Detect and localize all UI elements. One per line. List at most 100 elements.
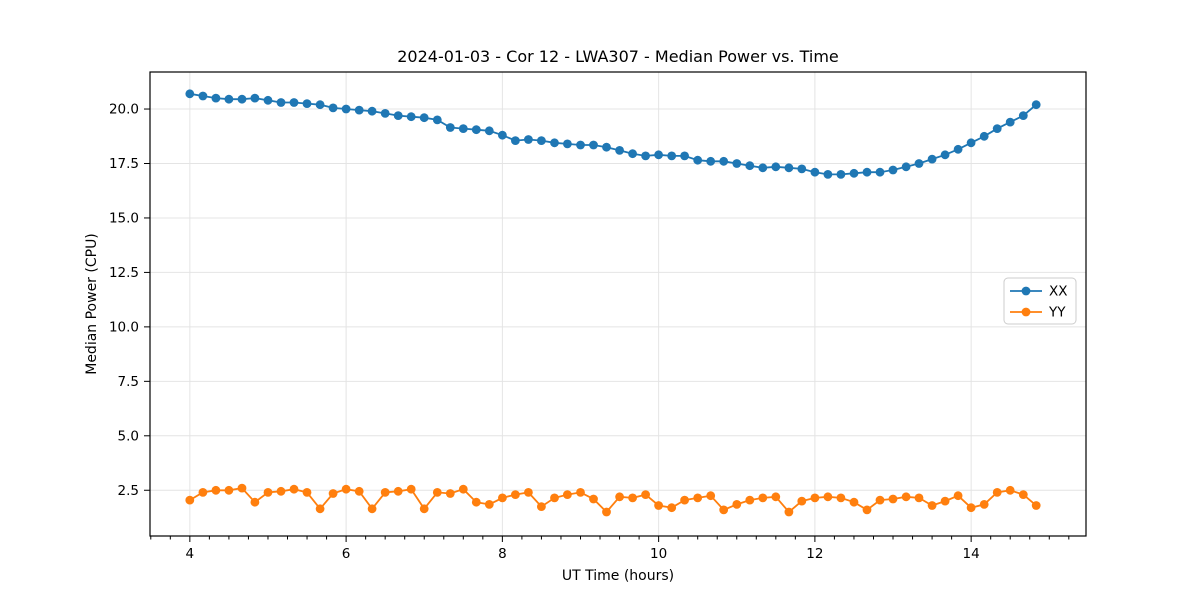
data-point-YY [445, 489, 455, 498]
data-point-YY [927, 501, 937, 510]
data-point-YY [276, 486, 286, 496]
data-point-YY [302, 488, 312, 497]
data-point-XX [289, 98, 299, 107]
data-point-XX [823, 170, 833, 179]
x-tick-label: 6 [342, 546, 351, 562]
x-tick-label: 4 [186, 546, 195, 562]
data-point-XX [602, 142, 611, 152]
data-point-XX [992, 124, 1002, 133]
data-point-XX [784, 163, 794, 173]
x-tick-label: 10 [650, 546, 667, 562]
data-point-YY [849, 497, 859, 507]
data-point-YY [484, 500, 494, 509]
data-point-XX [315, 100, 325, 110]
data-point-YY [563, 490, 572, 499]
data-point-XX [966, 138, 976, 148]
data-point-YY [901, 492, 911, 502]
data-point-XX [198, 91, 208, 101]
data-point-YY [654, 501, 663, 510]
data-point-YY [823, 492, 833, 502]
legend-label-YY: YY [1048, 305, 1066, 321]
data-point-XX [380, 109, 390, 118]
data-point-XX [654, 150, 663, 160]
data-point-XX [276, 98, 286, 107]
data-point-XX [445, 123, 455, 132]
data-point-YY [784, 507, 794, 517]
data-point-XX [914, 159, 924, 168]
data-point-YY [589, 494, 598, 504]
data-point-XX [458, 124, 468, 133]
x-tick-label: 12 [806, 546, 823, 562]
x-tick-labels: 4 6 8 10 12 14 [186, 546, 980, 562]
data-point-XX [706, 156, 716, 166]
data-point-YY [1018, 490, 1028, 499]
data-point-YY [250, 497, 260, 507]
data-point-XX [1005, 117, 1015, 127]
data-point-XX [745, 161, 755, 171]
data-point-YY [758, 493, 768, 503]
data-point-YY [602, 507, 611, 517]
x-axis-label: UT Time (hours) [562, 568, 674, 584]
data-point-YY [211, 485, 221, 495]
x-tick-label: 8 [498, 546, 507, 562]
data-point-XX [537, 136, 546, 146]
data-point-YY [628, 493, 637, 503]
data-point-XX [484, 126, 494, 136]
data-point-YY [315, 504, 325, 514]
data-point-XX [719, 156, 729, 166]
data-point-XX [237, 94, 247, 104]
data-point-XX [419, 113, 429, 123]
data-point-YY [680, 495, 689, 505]
data-point-XX [797, 164, 807, 174]
data-point-XX [615, 146, 624, 155]
data-point-YY [524, 488, 533, 497]
data-point-YY [706, 491, 716, 501]
data-point-YY [198, 488, 208, 497]
axis-ticks [144, 108, 1070, 542]
data-point-YY [953, 491, 963, 501]
data-point-XX [406, 112, 416, 122]
data-point-YY [550, 493, 559, 503]
data-point-YY [810, 493, 820, 503]
data-point-XX [511, 136, 520, 146]
data-point-YY [498, 493, 507, 503]
data-point-XX [771, 162, 781, 172]
data-point-XX [250, 93, 260, 103]
data-point-YY [419, 504, 429, 514]
series-layer [185, 89, 1041, 517]
data-point-YY [888, 494, 898, 504]
data-point-YY [537, 502, 546, 511]
data-point-XX [862, 167, 872, 177]
data-point-YY [862, 505, 872, 515]
data-point-YY [367, 504, 377, 514]
data-point-YY [693, 493, 703, 503]
chart-title: 2024-01-03 - Cor 12 - LWA307 - Median Po… [397, 47, 839, 66]
x-tick-label: 14 [963, 546, 980, 562]
data-point-XX [1031, 100, 1041, 110]
data-point-XX [836, 170, 846, 179]
data-point-XX [224, 94, 234, 104]
data-point-XX [211, 93, 221, 103]
data-point-XX [758, 163, 768, 173]
data-point-XX [354, 105, 364, 115]
data-point-XX [680, 151, 689, 161]
y-tick-label: 5.0 [118, 428, 139, 444]
data-point-YY [341, 484, 351, 494]
data-point-YY [836, 493, 846, 503]
data-point-YY [406, 484, 416, 494]
data-point-XX [185, 89, 195, 99]
data-point-YY [875, 495, 885, 505]
data-point-YY [185, 495, 195, 505]
y-axis-label: Median Power (CPU) [84, 233, 100, 375]
data-point-YY [719, 505, 729, 515]
y-tick-label: 17.5 [109, 156, 139, 172]
data-point-YY [966, 503, 976, 513]
data-point-XX [667, 151, 677, 161]
plot-border [149, 71, 1087, 537]
data-point-YY [745, 495, 755, 505]
y-tick-label: 15.0 [109, 211, 139, 227]
data-point-XX [563, 139, 572, 149]
data-point-XX [875, 167, 885, 177]
